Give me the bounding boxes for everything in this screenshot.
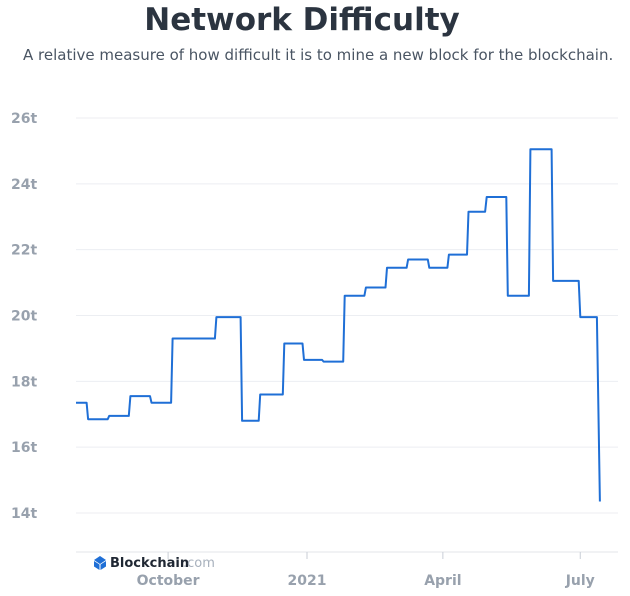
x-tick-label: April bbox=[424, 573, 461, 589]
blockchain-logo-icon bbox=[94, 556, 106, 570]
y-axis: 14t 16t 18t 20t 22t 24t 26t bbox=[11, 111, 37, 522]
x-tick-label: July bbox=[565, 573, 595, 589]
chart-title: Network Difficulty bbox=[144, 2, 460, 38]
y-tick-label: 24t bbox=[11, 177, 37, 193]
y-tick-label: 18t bbox=[11, 374, 37, 390]
y-tick-label: 22t bbox=[11, 243, 37, 259]
y-tick-label: 26t bbox=[11, 111, 37, 127]
x-axis: October 2021 April July bbox=[76, 551, 618, 589]
y-tick-label: 14t bbox=[11, 506, 37, 522]
plot-area bbox=[76, 148, 601, 502]
watermark-suffix: .com bbox=[183, 556, 215, 571]
chart-subtitle: A relative measure of how difficult it i… bbox=[23, 46, 614, 64]
x-tick-label: 2021 bbox=[288, 573, 327, 589]
y-tick-label: 20t bbox=[11, 309, 37, 325]
x-tick-label: October bbox=[137, 573, 200, 589]
y-tick-label: 16t bbox=[11, 440, 37, 456]
grid-lines bbox=[76, 117, 618, 514]
difficulty-line bbox=[76, 148, 601, 502]
blockchain-watermark: Blockchain .com bbox=[94, 556, 215, 571]
watermark-brand: Blockchain bbox=[110, 556, 189, 571]
